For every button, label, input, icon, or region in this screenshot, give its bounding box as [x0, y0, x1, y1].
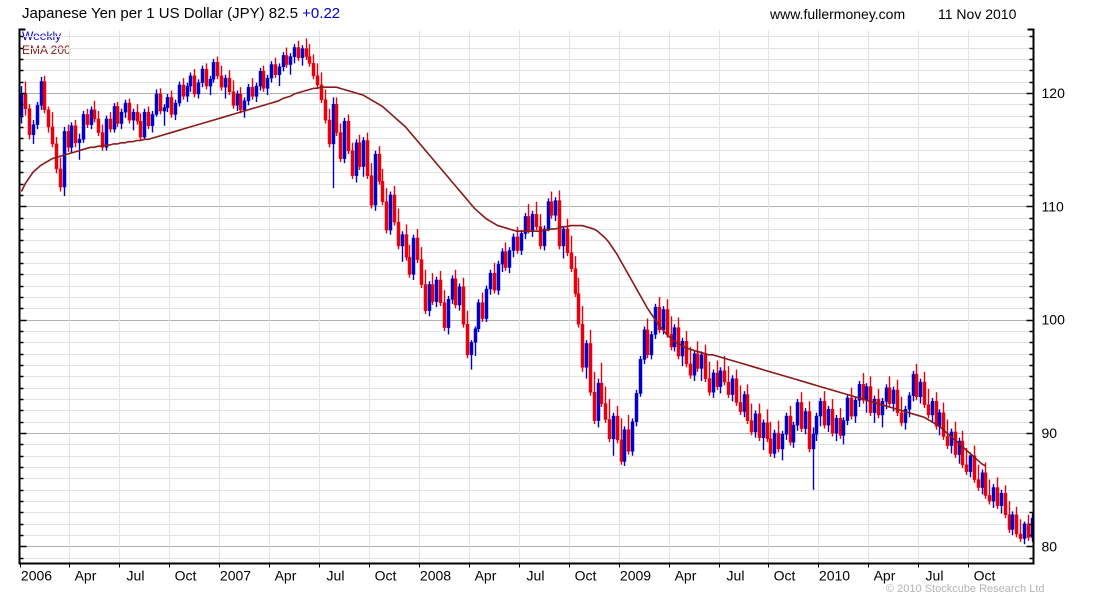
x-axis-tick-label: Apr [475, 568, 497, 584]
x-axis-tick-label: Apr [275, 568, 297, 584]
x-axis-tick-label: 2006 [21, 568, 52, 584]
x-axis-tick-label: Apr [75, 568, 97, 584]
x-axis-tick-label: Apr [675, 568, 697, 584]
y-axis-tick-label: 120 [1042, 85, 1066, 101]
ema200-line [20, 86, 986, 467]
chart-title: Japanese Yen per 1 US Dollar (JPY) 82.5 … [22, 2, 340, 26]
y-axis-ticks [19, 35, 1034, 568]
legend-item-ema200: EMA 200 [22, 43, 71, 57]
x-axis-tick-label: 2008 [420, 568, 451, 584]
x-axis-tick-label: Jul [926, 568, 944, 584]
candlestick-series [19, 38, 1035, 545]
chart-title-change: +0.22 [302, 5, 341, 22]
x-axis-tick-label: Oct [774, 568, 796, 584]
x-axis-labels: 2006 Apr Jul Oct 2007 Apr Jul Oct 2008 Apr Jul Oct 2… [21, 568, 996, 584]
y-axis-tick-label: 110 [1042, 198, 1065, 214]
x-axis-tick-label: 2009 [620, 568, 651, 584]
x-axis-tick-label: Jul [727, 568, 745, 584]
x-axis-tick-label: Jul [527, 568, 545, 584]
x-axis-tick-label: Oct [974, 568, 996, 584]
y-axis-tick-label: 90 [1042, 425, 1058, 441]
y-axis-tick-label: 80 [1042, 538, 1058, 554]
chart-title-text: Japanese Yen per 1 US Dollar (JPY) 82.5 [22, 5, 303, 22]
x-axis-tick-label: Jul [327, 568, 345, 584]
chart-axes [18, 28, 1035, 565]
y-axis-tick-label: 100 [1042, 312, 1066, 328]
header-date: 11 Nov 2010 [938, 6, 1017, 22]
x-axis-tick-label: Jul [127, 568, 145, 584]
x-axis-tick-label: Apr [874, 568, 896, 584]
x-axis-tick-label: 2007 [220, 568, 251, 584]
x-axis-tick-label: 2010 [819, 568, 850, 584]
site-url: www.fullermoney.com [770, 6, 906, 22]
x-axis-tick-label: Oct [175, 568, 197, 584]
copyright-notice: © 2010 Stockcube Research Ltd [886, 583, 1045, 595]
y-axis-labels: 80 90 100 110 120 [1042, 85, 1066, 555]
grid-vertical [69, 30, 969, 564]
x-axis-tick-label: Oct [575, 568, 597, 584]
x-axis-tick-label: Oct [375, 568, 397, 584]
